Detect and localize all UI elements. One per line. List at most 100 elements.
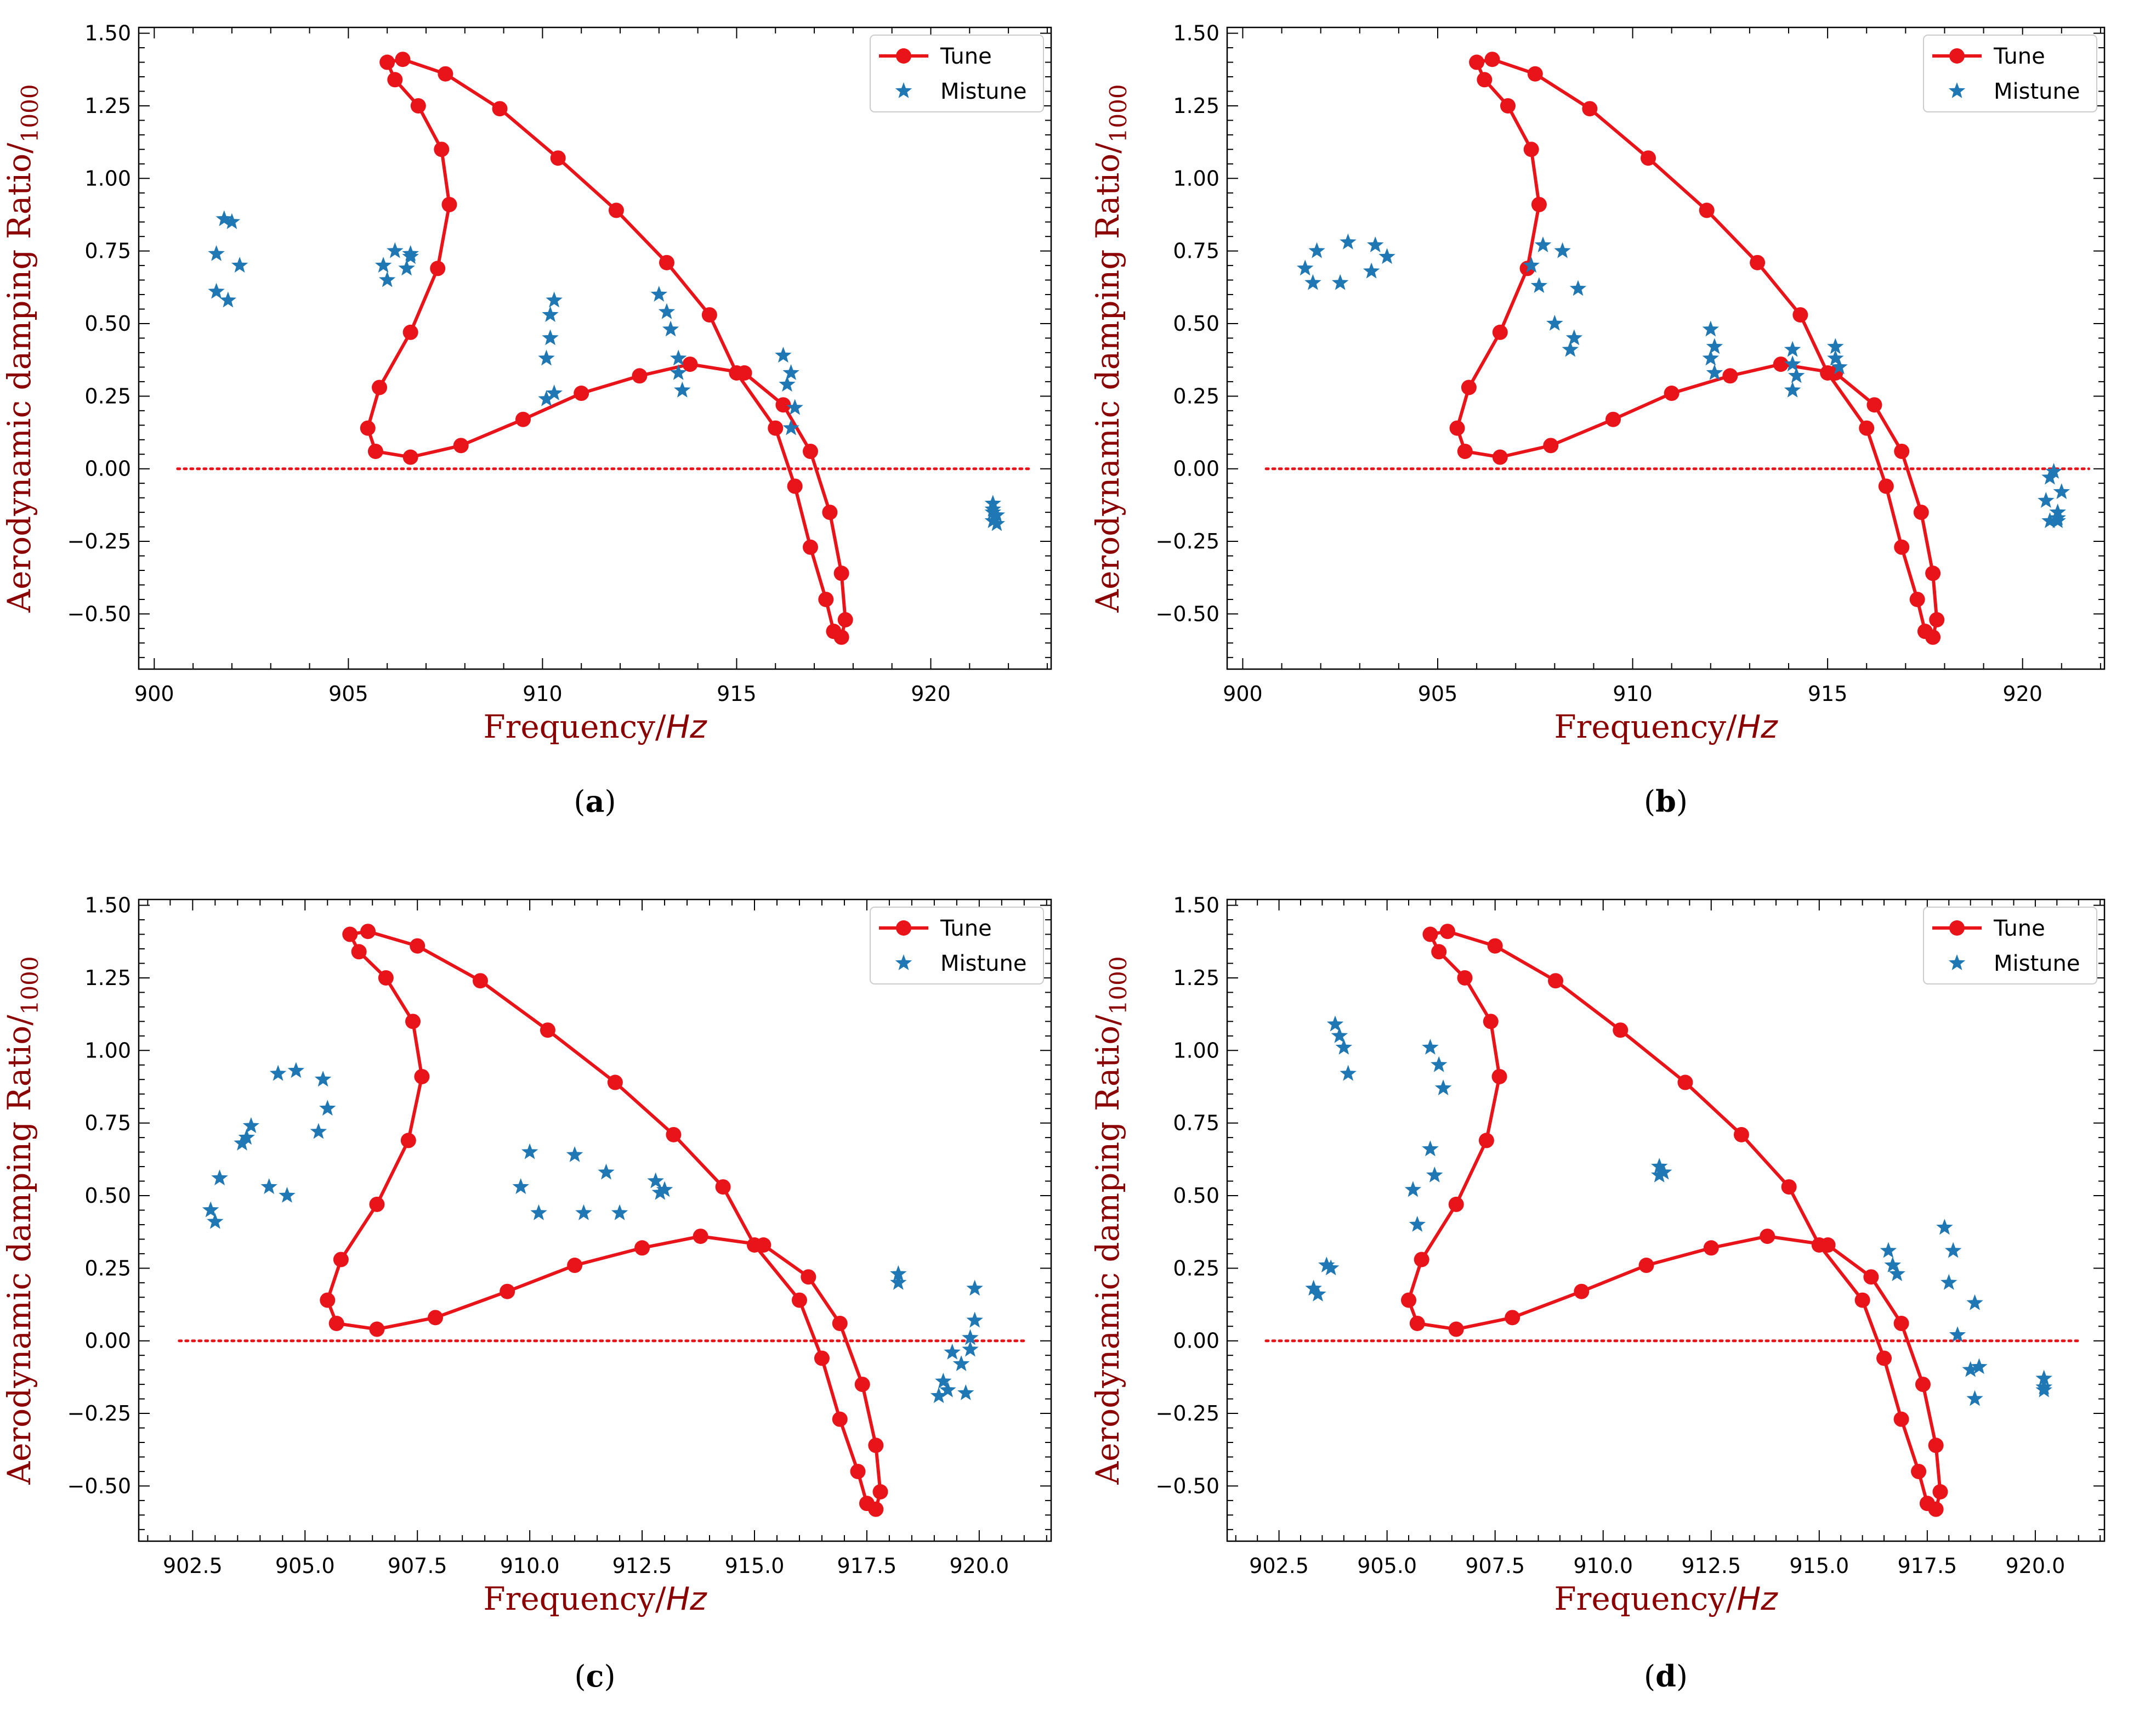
mistune-point	[1308, 242, 1325, 258]
y-tick-label: 0.50	[1173, 312, 1219, 336]
mistune-point	[984, 503, 1001, 520]
mistune-point	[1784, 381, 1801, 398]
tune-point	[472, 973, 488, 989]
x-axis-label: Frequency/Hz	[1554, 708, 1778, 745]
tune-point	[500, 1283, 515, 1299]
y-axis-label-subscript: 1000	[16, 956, 43, 1015]
mistune-point	[952, 1355, 970, 1371]
caption-letter: a	[586, 784, 605, 819]
legend-mistune-marker	[1948, 82, 1966, 98]
x-tick-label: 915	[717, 682, 757, 706]
tune-point	[801, 1269, 816, 1285]
tune-point	[1792, 307, 1808, 323]
mistune-point	[957, 1384, 974, 1400]
tune-point	[395, 52, 411, 67]
plot-frame	[138, 898, 1052, 1542]
y-tick-label: 1.00	[1173, 166, 1219, 190]
tune-point	[574, 386, 589, 401]
tune-point	[1664, 386, 1680, 401]
y-axis-label-text: Aerodynamic damping Ratio/	[1089, 143, 1126, 613]
tune-point	[1917, 624, 1933, 640]
mistune-point	[1706, 364, 1723, 380]
mistune-point	[2035, 1381, 2052, 1397]
tune-point	[1932, 1484, 1948, 1499]
tune-point	[1548, 973, 1564, 989]
mistune-point	[207, 1213, 224, 1229]
y-tick-label: 0.25	[1173, 1256, 1219, 1280]
mistune-point	[647, 1172, 664, 1189]
mistune-point	[402, 248, 419, 264]
mistune-point	[314, 1071, 332, 1087]
tune-point	[837, 612, 853, 627]
y-tick-label: −0.50	[1156, 602, 1219, 626]
tune-point	[1478, 1133, 1494, 1148]
mistune-point	[387, 242, 404, 258]
mistune-point	[658, 303, 676, 319]
tune-point	[428, 1310, 444, 1326]
legend: Tune Mistune	[870, 35, 1044, 112]
mistune-point	[1827, 338, 1844, 354]
tune-point	[768, 420, 784, 436]
caption-open-paren: (	[574, 784, 585, 819]
y-tick-label: 1.50	[84, 893, 131, 918]
tune-point	[1574, 1283, 1590, 1299]
mistune-point	[1426, 1166, 1443, 1182]
tune-point	[369, 1321, 385, 1337]
mistune-point	[1706, 338, 1723, 354]
y-tick-label: 1.25	[84, 94, 131, 118]
mistune-point	[944, 1343, 961, 1360]
mistune-point	[656, 1181, 673, 1197]
tune-point	[1859, 420, 1875, 436]
mistune-point	[1784, 341, 1801, 357]
panel-caption: (c)	[574, 1659, 615, 1694]
tune-point	[1500, 98, 1516, 114]
legend-mistune-marker	[1948, 954, 1966, 970]
legend-mistune-marker	[895, 954, 912, 970]
tune-point	[746, 1237, 762, 1253]
tune-point	[379, 54, 395, 70]
mistune-point	[542, 306, 559, 322]
mistune-point	[598, 1163, 615, 1180]
tune-point	[453, 438, 469, 454]
plot-frame	[138, 26, 1052, 670]
tune-point	[400, 1133, 416, 1148]
caption-close-paren: )	[1676, 1659, 1688, 1694]
y-axis-label-text: Aerodynamic damping Ratio/	[1, 1015, 38, 1485]
tune-point	[438, 66, 453, 82]
tune-point	[632, 368, 648, 384]
x-tick-label: 915.0	[725, 1554, 785, 1578]
mistune-point	[208, 245, 225, 261]
mistune-point	[566, 1146, 583, 1162]
mistune-point	[1966, 1390, 1983, 1406]
mistune-point	[1340, 233, 1357, 250]
mistune-point	[670, 364, 687, 380]
mistune-point	[611, 1204, 628, 1220]
tune-point	[1929, 612, 1945, 627]
tune-point	[567, 1258, 583, 1274]
x-tick-label: 902.5	[1249, 1554, 1309, 1578]
mistune-point	[670, 349, 687, 366]
x-axis-unit: Hz	[1737, 708, 1779, 745]
tune-point	[1431, 944, 1447, 960]
tune-point	[607, 1074, 623, 1090]
y-tick-label: 0.75	[1173, 1111, 1219, 1135]
tune-point	[378, 970, 394, 986]
tune-point	[715, 1179, 731, 1195]
mistune-point	[379, 271, 396, 287]
tune-point	[550, 150, 566, 166]
mistune-point	[1305, 1280, 1322, 1296]
y-tick-label: 0.00	[84, 457, 131, 481]
y-tick-label: −0.25	[1156, 1401, 1219, 1425]
tune-point	[1457, 970, 1473, 986]
mistune-point	[1702, 320, 1719, 337]
mistune-point	[219, 291, 237, 308]
x-axis-label-text: Frequency/	[483, 1580, 666, 1617]
mistune-point	[242, 1117, 260, 1133]
tune-point	[1866, 397, 1882, 413]
tune-point	[832, 1411, 848, 1427]
tune-point	[1894, 539, 1910, 555]
tune-point	[1820, 365, 1836, 381]
y-tick-label: 0.00	[84, 1329, 131, 1353]
y-tick-label: 0.00	[1173, 1329, 1219, 1353]
mistune-point	[935, 1372, 952, 1389]
